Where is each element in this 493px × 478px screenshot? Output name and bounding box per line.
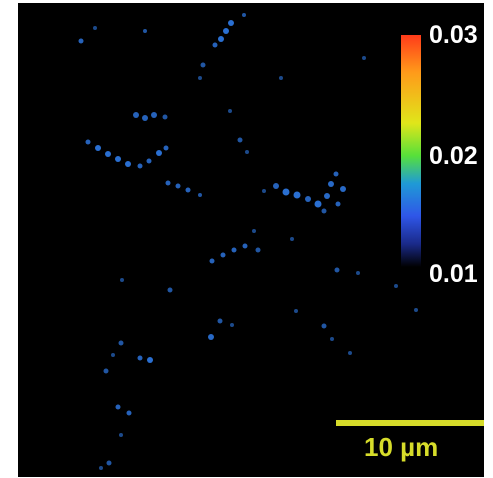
scale-bar xyxy=(336,420,484,426)
colorbar-tick-max: 0.03 xyxy=(429,21,478,49)
fluorescence-image xyxy=(78,13,418,470)
colorbar-tick-mid: 0.02 xyxy=(429,142,478,170)
colorbar-tick-min: 0.01 xyxy=(429,260,478,288)
color-scale-bar xyxy=(401,35,421,267)
micrograph-frame: 0.03 0.02 0.01 10 µm xyxy=(18,3,484,477)
scale-bar-label: 10 µm xyxy=(364,432,439,462)
